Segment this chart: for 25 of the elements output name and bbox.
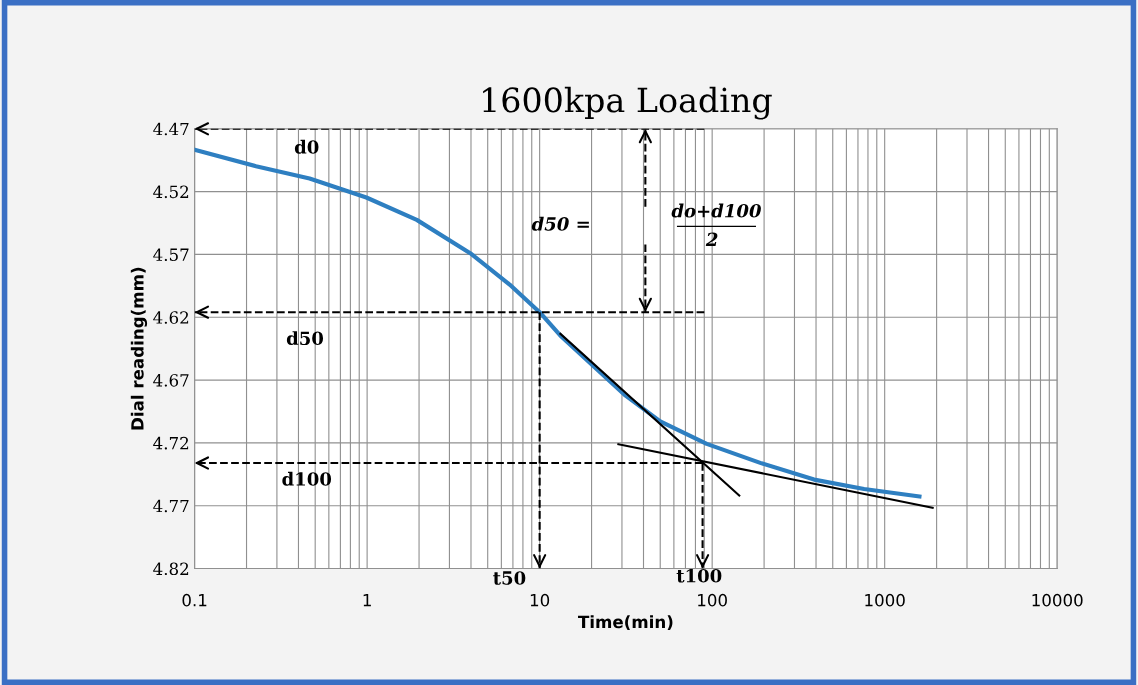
x-tick-label: 10 bbox=[530, 593, 550, 607]
x-tick-label: 1000 bbox=[865, 593, 905, 607]
annotation: d50 bbox=[286, 331, 324, 346]
y-tick-label: 4.72 bbox=[153, 436, 189, 450]
x-tick-label: 0.1 bbox=[182, 593, 207, 607]
y-tick-label: 4.57 bbox=[153, 248, 189, 261]
x-tick-label: 10000 bbox=[1032, 593, 1083, 607]
annotation: d0 bbox=[294, 139, 319, 154]
annotation: d50 = bbox=[531, 216, 589, 231]
annotation: 2 bbox=[705, 232, 718, 246]
text: t50 bbox=[493, 571, 526, 585]
annotation: d100 bbox=[282, 471, 332, 486]
y-tick-label: 4.52 bbox=[153, 185, 189, 199]
x-axis-title: Time(min) bbox=[578, 615, 673, 631]
annotation: do+d100 bbox=[671, 203, 761, 218]
y-tick-label: 4.62 bbox=[153, 311, 189, 324]
y-tick-label: 4.82 bbox=[153, 562, 189, 576]
x-tick-label: 1 bbox=[363, 594, 371, 607]
y-tick-label: 4.67 bbox=[153, 374, 189, 387]
y-tick-label: 4.47 bbox=[153, 122, 189, 136]
x-tick-label: 100 bbox=[698, 593, 727, 607]
text: t100 bbox=[676, 568, 722, 583]
y-axis-title: Dial reading(mm) bbox=[130, 267, 148, 430]
y-tick-label: 4.77 bbox=[153, 499, 189, 513]
chart-title: 1600kpa Loading bbox=[483, 86, 772, 120]
